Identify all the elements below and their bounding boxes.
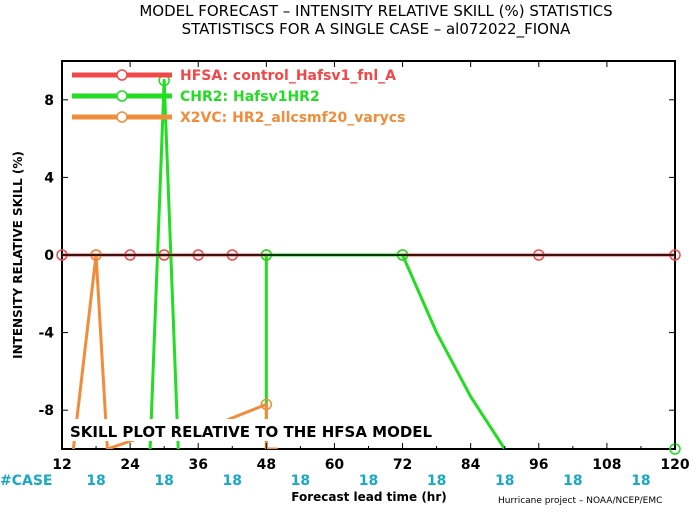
x-axis-label: Forecast lead time (hr) — [291, 490, 447, 504]
case-count: 18 — [495, 473, 514, 489]
chart-title-line1: MODEL FORECAST – INTENSITY RELATIVE SKIL… — [139, 2, 612, 20]
x-tick-label: 48 — [257, 457, 276, 473]
y-tick-label: -8 — [38, 403, 54, 419]
case-count: 18 — [631, 473, 650, 489]
case-count: 18 — [359, 473, 378, 489]
legend-marker-1 — [116, 90, 128, 102]
x-tick-label: 84 — [461, 457, 481, 473]
legend-label-0: HFSA: control_Hafsv1_fnl_A — [180, 68, 396, 84]
y-axis-label: INTENSITY RELATIVE SKILL (%) — [11, 151, 25, 359]
series-marker-2 — [260, 398, 273, 411]
x-tick-label: 108 — [592, 457, 621, 473]
x-tick-label: 120 — [660, 457, 689, 473]
x-tick-label: 36 — [188, 457, 207, 473]
skill-annotation: SKILL PLOT RELATIVE TO THE HFSA MODEL — [70, 423, 433, 441]
case-count-label: #CASE — [0, 473, 53, 489]
x-tick-label: 72 — [393, 457, 412, 473]
case-count: 18 — [154, 473, 173, 489]
case-count: 18 — [86, 473, 105, 489]
legend-marker-0 — [116, 69, 128, 81]
legend-label-1: CHR2: Hafsv1HR2 — [180, 89, 320, 105]
x-tick-label: 60 — [325, 457, 345, 473]
case-count: 18 — [563, 473, 582, 489]
y-tick-label: 0 — [44, 248, 54, 264]
y-tick-label: 8 — [44, 93, 54, 109]
case-count: 18 — [223, 473, 242, 489]
y-tick-label: -4 — [38, 326, 54, 342]
x-tick-label: 96 — [529, 457, 548, 473]
x-tick-label: 12 — [52, 457, 71, 473]
case-count: 18 — [291, 473, 310, 489]
chart-title-line2: STATISTISCS FOR A SINGLE CASE – al072022… — [182, 20, 572, 39]
case-count: 18 — [427, 473, 446, 489]
annotation-bg — [66, 419, 472, 441]
legend-marker-2 — [116, 111, 128, 123]
credit-text: Hurricane project – NOAA/NCEP/EMC — [498, 496, 662, 506]
legend-label-2: X2VC: HR2_allcsmf20_varycs — [180, 110, 405, 126]
marker-layer — [56, 74, 681, 455]
x-tick-label: 24 — [120, 457, 140, 473]
y-tick-label: 4 — [44, 170, 54, 186]
legend: HFSA: control_Hafsv1_fnl_A CHR2: Hafsv1HR… — [72, 68, 405, 126]
